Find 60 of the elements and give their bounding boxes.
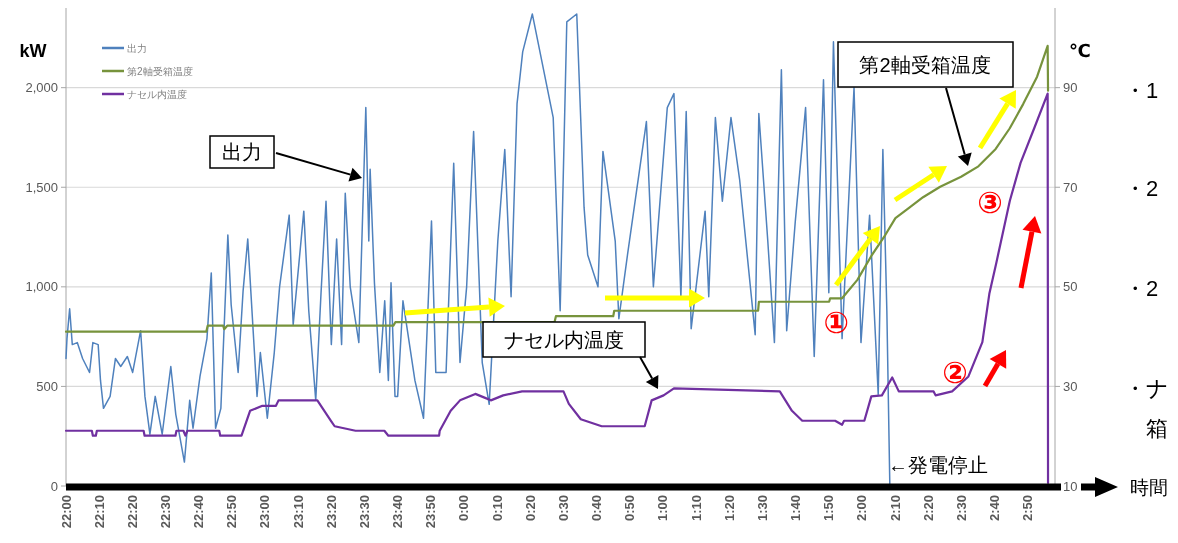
x-tick-label: 1:00: [655, 495, 671, 522]
x-tick-label: 23:40: [390, 495, 406, 529]
x-tick-label: 22:40: [191, 495, 207, 529]
y-tick-label: 0: [50, 478, 58, 494]
annotation: ②: [942, 355, 968, 389]
x-tick-label: 23:50: [423, 495, 439, 529]
x-tick-label: 23:30: [356, 495, 372, 529]
x-tick-label: 0:20: [522, 495, 538, 522]
x-tick-label: 2:30: [953, 495, 969, 522]
annotation: ・2: [1124, 175, 1159, 201]
x-tick-label: 23:20: [323, 495, 339, 529]
x-tick-label: 1:20: [721, 495, 737, 522]
x-tick-label: 22:30: [158, 495, 173, 529]
x-tick-label: 22:10: [91, 495, 107, 529]
annotation: ・ナ: [1124, 375, 1169, 401]
x-tick-label: 2:10: [887, 495, 903, 522]
x-tick-label: 0:10: [489, 495, 505, 522]
annotation: ナセル内温度: [504, 329, 624, 351]
y-tick-label: 500: [36, 378, 58, 394]
annotation: ・2: [1124, 275, 1159, 301]
x-tick-label: 1:40: [788, 495, 804, 522]
x-tick-label: 22:50: [224, 495, 240, 529]
annotation: 出力: [222, 141, 262, 163]
y2-axis-title: ℃: [1069, 41, 1091, 61]
x-tick-label: 1:10: [688, 495, 704, 522]
annotation: ナセル内温度: [482, 321, 646, 358]
x-axis-title: 時間: [1130, 477, 1168, 498]
x-tick-label: 0:00: [456, 495, 472, 522]
x-tick-label: 23:10: [290, 495, 306, 529]
annotation: 第2軸受箱温度: [837, 41, 1014, 88]
x-tick-label: 2:40: [987, 495, 1003, 522]
legend-label: ナセル内温度: [127, 88, 187, 100]
annotation: 第2軸受箱温度: [859, 54, 991, 76]
annotation: ←発電停止: [888, 454, 988, 476]
y2-tick-label: 30: [1063, 378, 1078, 394]
y2-tick-label: 70: [1063, 179, 1078, 195]
x-tick-label: 0:40: [589, 495, 605, 522]
annotation: ③: [977, 185, 1003, 219]
x-tick-label: 0:50: [622, 495, 638, 522]
x-tick-label: 1:50: [821, 495, 837, 522]
y2-tick-label: 90: [1063, 80, 1078, 96]
y-tick-label: 1,000: [25, 279, 58, 295]
x-tick-label: 2:20: [920, 495, 936, 522]
annotation: ・1: [1124, 77, 1159, 103]
x-tick-label: 22:20: [124, 495, 140, 529]
x-tick-label: 1:30: [754, 495, 770, 522]
x-tick-label: 2:50: [1020, 495, 1036, 522]
x-tick-label: 0:30: [555, 495, 571, 522]
legend-label: 出力: [127, 42, 147, 54]
annotation: 出力: [209, 135, 275, 169]
y2-tick-label: 50: [1063, 279, 1078, 295]
annotation: 箱: [1146, 415, 1168, 441]
y2-tick-label: 10: [1063, 478, 1078, 494]
y-tick-label: 2,000: [25, 80, 58, 96]
y-tick-label: 1,500: [25, 179, 58, 195]
y-axis-title: kW: [19, 41, 47, 61]
legend-label: 第2軸受箱温度: [127, 65, 193, 77]
x-tick-label: 2:00: [854, 495, 870, 522]
x-tick-label: 23:00: [257, 495, 273, 529]
x-tick-label: 22:00: [58, 495, 74, 529]
